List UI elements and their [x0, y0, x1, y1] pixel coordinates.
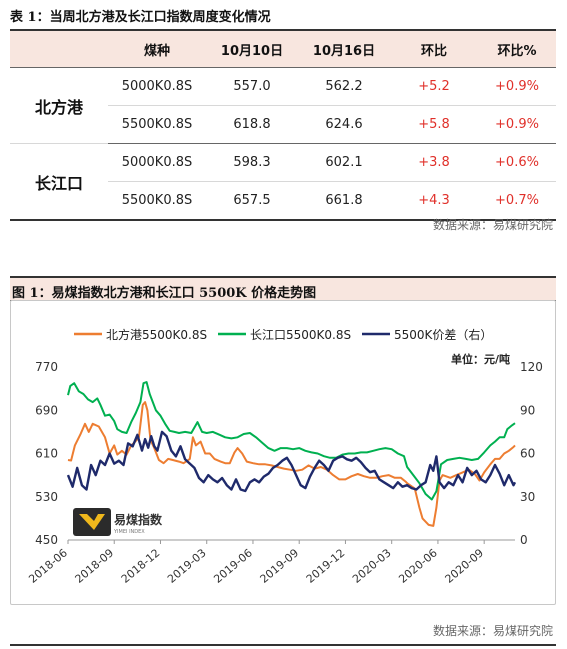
logo-subtext: YIMEI INDEX: [113, 529, 145, 535]
curr-cell: 624.6: [298, 105, 390, 144]
header-region: [10, 29, 108, 68]
y-left-tick-label: 530: [35, 490, 58, 504]
header-chg: 环比: [390, 29, 478, 68]
price-chart: 北方港5500K0.8S 长江口5500K0.8S 5500K价差（右） 单位：…: [26, 327, 543, 586]
y-left-tick-label: 770: [35, 360, 58, 374]
prev-cell: 657.5: [206, 181, 298, 221]
x-tick-label: 2018-12: [119, 546, 163, 586]
x-tick-label: 2019-03: [165, 546, 209, 586]
y-left-tick-label: 450: [35, 533, 58, 547]
prev-cell: 598.3: [206, 143, 298, 182]
chg-cell: +4.3: [390, 181, 478, 221]
x-tick-label: 2018-06: [26, 546, 70, 586]
legend-label-spread: 5500K价差（右）: [394, 327, 492, 342]
x-tick-label: 2020-06: [396, 546, 440, 586]
x-tick-label: 2019-06: [211, 546, 255, 586]
pct-cell: +0.7%: [478, 181, 556, 221]
spread-line: [66, 430, 517, 493]
figure-title: 图 1：易煤指数北方港和长江口 5500K 价格走势图: [12, 286, 317, 301]
chg-cell: +3.8: [390, 143, 478, 182]
coal-cell: 5000K0.8S: [108, 143, 206, 182]
x-tick-label: 2020-03: [350, 546, 394, 586]
y-right-tick-label: 90: [520, 403, 535, 417]
header-prev: 10月10日: [206, 29, 298, 68]
region-cell: 北方港: [10, 67, 108, 144]
prev-cell: 557.0: [206, 67, 298, 106]
table-row: 5500K0.8S 618.8 624.6 +5.8 +0.9%: [10, 105, 556, 144]
pct-cell: +0.9%: [478, 105, 556, 144]
header-coal: 煤种: [108, 29, 206, 68]
y-right-tick-label: 30: [520, 490, 535, 504]
chart-legend: 北方港5500K0.8S 长江口5500K0.8S 5500K价差（右）: [74, 327, 492, 342]
table-row: 北方港 5000K0.8S 557.0 562.2 +5.2 +0.9%: [10, 67, 556, 144]
pct-cell: +0.6%: [478, 143, 556, 182]
pct-cell: +0.9%: [478, 67, 556, 106]
coal-cell: 5000K0.8S: [108, 67, 206, 106]
y-right-tick-label: 0: [520, 533, 528, 547]
region-cell: 长江口: [10, 143, 108, 221]
y-left-tick-label: 610: [35, 447, 58, 461]
plot-frame: [10, 300, 556, 605]
x-tick-label: 2019-09: [258, 546, 302, 586]
header-curr: 10月16日: [298, 29, 390, 68]
y-right-tick-label: 120: [520, 360, 543, 374]
y-right-tick-label: 60: [520, 447, 535, 461]
table-source: 数据来源：易煤研究院: [432, 218, 553, 232]
y-left-tick-label: 690: [35, 403, 58, 417]
table-header-row: 煤种 10月10日 10月16日 环比 环比%: [10, 29, 556, 68]
x-axis: 2018-06 2018-09 2018-12 2019-03 2019-06 2019-…: [26, 539, 515, 586]
x-tick-label: 2019-12: [304, 546, 348, 586]
curr-cell: 602.1: [298, 143, 390, 182]
index-change-table: 煤种 10月10日 10月16日 环比 环比% 北方港 5000K0.8S 55…: [10, 29, 556, 221]
legend-label-yangtze: 长江口5500K0.8S: [250, 328, 351, 342]
logo-text: 易煤指数: [114, 512, 163, 527]
figure-frame: 图 1：易煤指数北方港和长江口 5500K 价格走势图: [10, 276, 556, 646]
chart-area: 北方港5500K0.8S 长江口5500K0.8S 5500K价差（右） 单位：…: [10, 290, 556, 610]
prev-cell: 618.8: [206, 105, 298, 144]
x-tick-label: 2020-09: [443, 546, 487, 586]
coal-cell: 5500K0.8S: [108, 105, 206, 144]
header-pct: 环比%: [478, 29, 556, 68]
chg-cell: +5.2: [390, 67, 478, 106]
y-axis-right: 0 30 60 90 120: [520, 360, 543, 547]
logo-y-icon: [79, 514, 105, 530]
yimei-logo: 易煤指数 YIMEI INDEX: [73, 508, 163, 536]
table-row: 5500K0.8S 657.5 661.8 +4.3 +0.7%: [10, 181, 556, 221]
y-axis-left: 450 530 610 690 770: [35, 360, 58, 547]
legend-label-north: 北方港5500K0.8S: [106, 327, 207, 342]
yangtze-line: [67, 381, 516, 501]
table-row: 长江口 5000K0.8S 598.3 602.1 +3.8 +0.6%: [10, 143, 556, 221]
figure-source: 数据来源：易煤研究院: [432, 624, 553, 638]
x-tick-label: 2018-09: [73, 546, 117, 586]
coal-cell: 5500K0.8S: [108, 181, 206, 221]
figure-title-bar: 图 1：易煤指数北方港和长江口 5500K 价格走势图: [10, 278, 556, 301]
curr-cell: 661.8: [298, 181, 390, 221]
curr-cell: 562.2: [298, 67, 390, 106]
series-lines: [66, 381, 517, 527]
table-title: 表 1：当周北方港及长江口指数周度变化情况: [10, 10, 271, 25]
unit-label: 单位：元/吨: [451, 352, 510, 366]
chg-cell: +5.8: [390, 105, 478, 144]
